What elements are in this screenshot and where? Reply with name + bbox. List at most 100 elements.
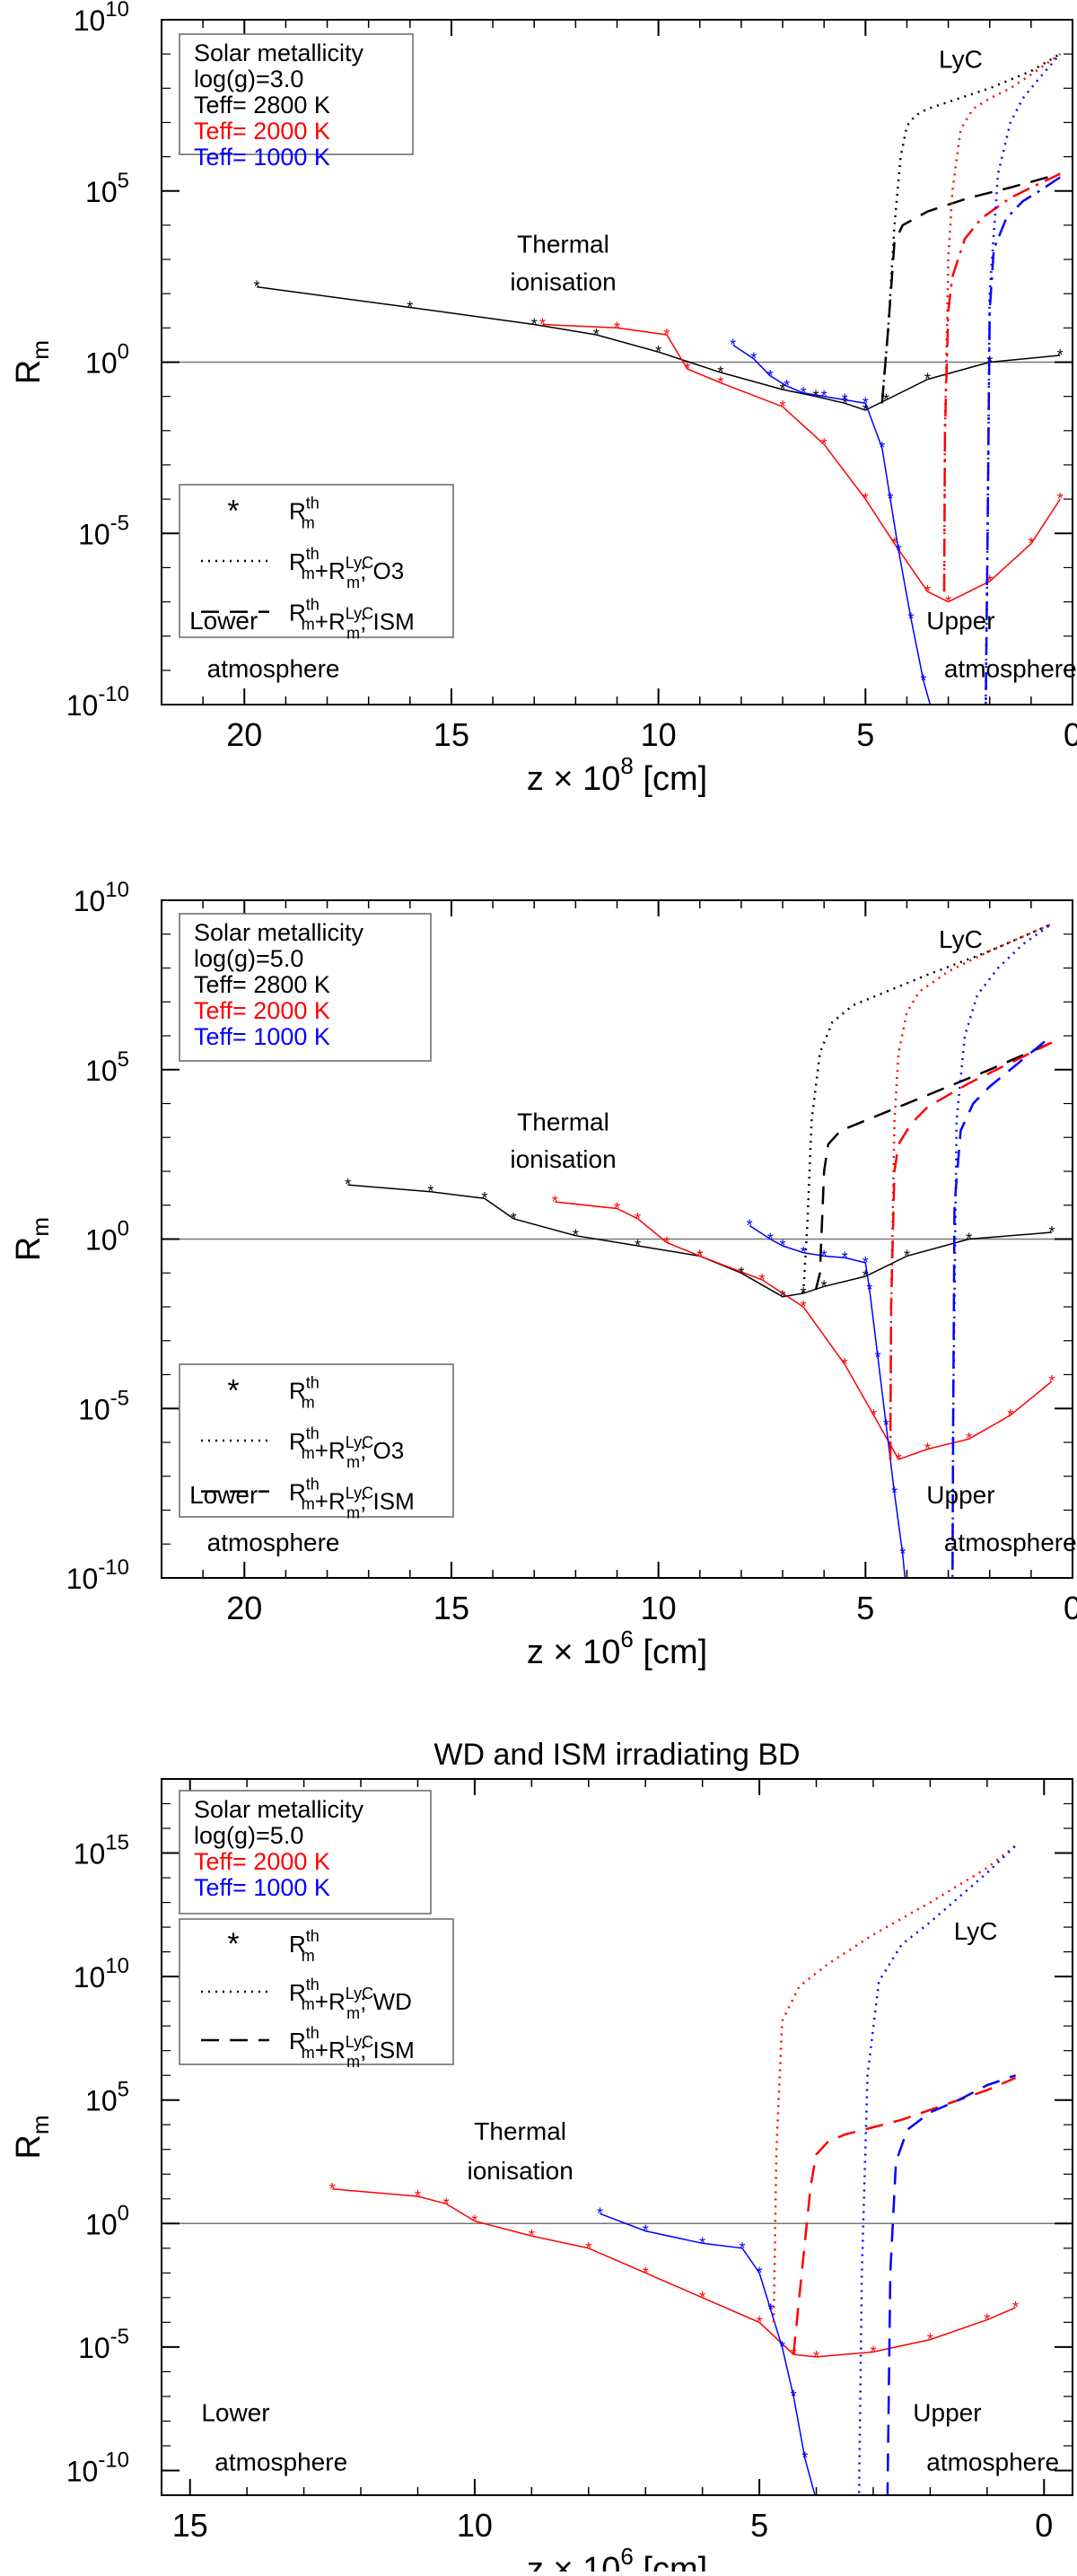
series-point-0-8: * (842, 394, 848, 412)
series-point-2-9: * (887, 490, 893, 508)
series-point-2-2: * (767, 367, 774, 385)
series-point-1-4: * (757, 2264, 763, 2282)
y-tick-label: 10-10 (66, 1555, 129, 1595)
annotation-text: LyC (939, 45, 983, 73)
series-line-1 (555, 1201, 1053, 1460)
style-legend-box (179, 1363, 454, 1518)
series-point-0-2: * (531, 316, 538, 334)
legend-star-symbol: * (227, 1927, 239, 1961)
y-axis-label: Rm (10, 340, 54, 384)
series-line-0 (332, 2188, 1016, 2358)
y-tick-label: 100 (85, 1217, 129, 1257)
series-point-2-9: * (883, 1416, 889, 1434)
y-tick-label: 10-5 (78, 2325, 129, 2364)
info-box-line: Solar metallicity (194, 919, 364, 946)
series-point-1-11: * (966, 1430, 972, 1448)
series-point-2-4: * (801, 384, 807, 402)
series-line-4 (857, 1844, 1017, 2495)
series-point-2-7: * (862, 394, 869, 412)
series-point-2-6: * (862, 1254, 869, 1272)
series-line-3 (792, 2076, 1017, 2355)
y-tick-label: 1010 (74, 1954, 129, 1993)
series-point-2-12: * (904, 1590, 910, 1608)
series-point-0-4: * (573, 1227, 579, 1245)
series-point-2-5: * (821, 388, 827, 406)
series-line-8 (985, 176, 1061, 705)
x-tick-label: 5 (856, 1590, 874, 1626)
panel-top: ******* * * **** ** * **************** * * * *****… (10, 0, 1077, 798)
series-point-0-12: * (927, 2331, 933, 2349)
series-group: ****************************************… (254, 53, 1064, 705)
y-tick-label: 10-10 (66, 2448, 129, 2487)
series-point-0-13: * (1057, 346, 1064, 364)
annotation-text: Thermal (474, 2117, 566, 2145)
y-axis-label: Rm (10, 2115, 54, 2159)
series-point-0-1: * (415, 2187, 421, 2205)
series-point-2-11: * (899, 1546, 906, 1564)
series-point-0-13: * (966, 1231, 972, 1249)
series-point-2-3: * (801, 1244, 807, 1262)
annotation-text: Upper (926, 607, 994, 635)
series-line-3 (801, 923, 1053, 1293)
info-box-line: log(g)=3.0 (194, 66, 303, 92)
x-tick-label: 15 (433, 716, 469, 753)
info-box-line: Solar metallicity (194, 39, 364, 66)
x-tick-label: 15 (433, 1590, 469, 1626)
annotation-text: LyC (954, 1917, 998, 1945)
x-tick-label: 0 (1035, 2507, 1053, 2544)
x-tick-label: 20 (226, 1590, 262, 1626)
y-tick-label: 10-10 (66, 682, 129, 722)
series-line-8 (951, 1035, 1053, 1578)
series-point-2-1: * (750, 350, 757, 368)
x-tick-label: 0 (1064, 1590, 1077, 1626)
series-point-1-12: * (1007, 1406, 1013, 1424)
series-line-2 (732, 344, 932, 705)
x-tick-label: 20 (226, 716, 262, 753)
series-point-2-8: * (879, 439, 885, 457)
series-point-0-3: * (593, 326, 600, 344)
series-line-0 (257, 285, 1061, 411)
y-tick-label: 100 (85, 2201, 129, 2240)
series-point-2-1: * (767, 1231, 774, 1249)
annotation-text: atmosphere (207, 1529, 340, 1556)
series-point-1-6: * (821, 435, 827, 453)
series-point-1-4: * (696, 1247, 703, 1265)
series-line-6 (942, 172, 1061, 592)
info-box (179, 33, 414, 155)
series-point-0-6: * (780, 381, 786, 399)
annotation-text: atmosphere (944, 654, 1077, 682)
y-tick-label: 1015 (74, 1831, 129, 1871)
series-line-2 (749, 1224, 906, 1578)
annotation-text: Thermal (517, 230, 609, 258)
annotation-text: atmosphere (944, 1529, 1077, 1556)
series-point-0-1: * (427, 1183, 433, 1201)
series-point-1-13: * (1057, 490, 1064, 508)
series-point-0-8: * (780, 1288, 786, 1306)
annotation-text: Lower (189, 607, 258, 635)
panel-bottom: * * ******** * ******* *******15 10 5 010-1010-5… (10, 1738, 1073, 2576)
series-point-0-14: * (1012, 2299, 1019, 2317)
info-box-line: log(g)=5.0 (194, 945, 303, 972)
info-box (179, 913, 432, 1062)
series-point-1-10: * (924, 1441, 931, 1459)
series-point-0-7: * (812, 388, 819, 406)
info-box-line: log(g)=5.0 (194, 1822, 303, 1849)
annotation-text: ionisation (510, 1145, 616, 1173)
series-point-0-3: * (511, 1210, 517, 1228)
y-axis-label: Rm (10, 1217, 54, 1261)
annotation-text: atmosphere (215, 2448, 347, 2475)
series-line-5 (889, 923, 1053, 1459)
y-tick-label: 100 (85, 340, 129, 380)
series-point-2-2: * (780, 1237, 786, 1255)
series-point-0-10: * (813, 2348, 819, 2366)
series-line-3 (880, 53, 1061, 404)
x-tick-label: 10 (641, 716, 677, 753)
info-box-line: Teff= 1000 K (194, 1874, 330, 1901)
x-tick-label: 5 (750, 2507, 768, 2544)
y-tick-label: 1010 (74, 0, 129, 37)
series-point-0-13: * (984, 2311, 990, 2329)
series-line-4 (880, 172, 1061, 404)
legend-label: Rth m (289, 1373, 320, 1411)
series-point-0-3: * (471, 2212, 477, 2230)
